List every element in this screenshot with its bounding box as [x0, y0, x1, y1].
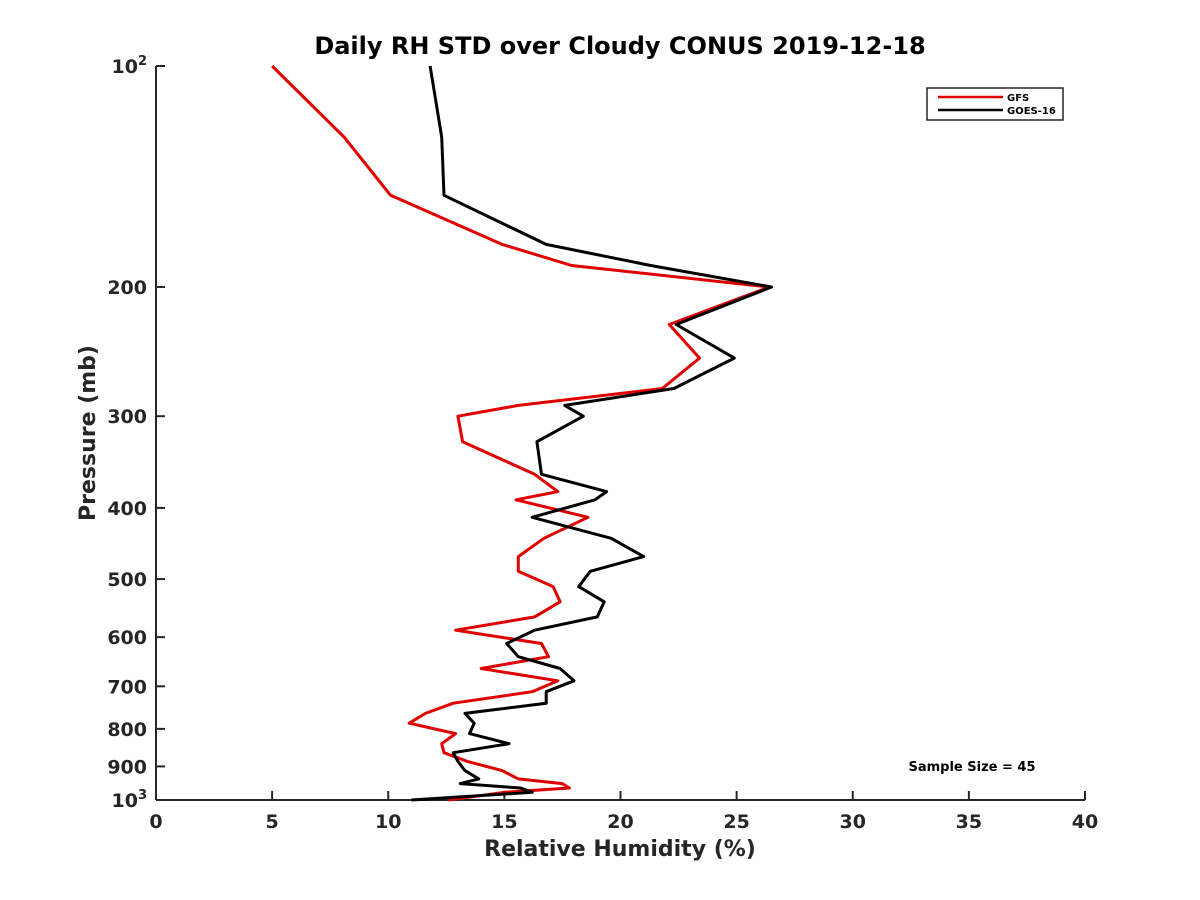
x-tick-label: 10	[375, 811, 401, 833]
x-axis-label: Relative Humidity (%)	[484, 837, 756, 862]
x-tick-label: 20	[607, 811, 633, 833]
y-tick-label: 300	[107, 406, 147, 428]
series-line-goes16	[411, 65, 773, 802]
legend-label-goes16: GOES-16	[1007, 106, 1056, 117]
legend-label-gfs: GFS	[1007, 93, 1029, 104]
y-tick-label: 800	[107, 719, 147, 741]
x-tick-label: 25	[723, 811, 749, 833]
x-tick-label: 35	[956, 811, 982, 833]
y-tick-label: 400	[107, 498, 147, 520]
x-tick-label: 15	[491, 811, 517, 833]
y-tick-label: 900	[107, 756, 147, 778]
series-line-gfs	[271, 64, 771, 802]
x-tick-label: 40	[1072, 811, 1098, 833]
sample-size-annotation: Sample Size = 45	[908, 760, 1035, 775]
x-tick-label: 5	[266, 811, 279, 833]
y-tick-label: 103	[112, 788, 148, 812]
legend-box	[926, 87, 1064, 121]
axes	[155, 66, 1085, 801]
y-tick-label: 700	[107, 676, 147, 698]
y-axis-label: Pressure (mb)	[76, 345, 101, 521]
y-tick-label: 102	[112, 54, 148, 78]
series-layer	[271, 64, 773, 802]
legend: GFS GOES-16	[926, 87, 1064, 121]
y-tick-label: 600	[107, 627, 147, 649]
x-tick-label: 0	[149, 811, 162, 833]
y-ticks: 102 200 300 400 500 600 700 800 900 103	[107, 54, 165, 812]
y-tick-label: 200	[107, 277, 147, 299]
x-tick-label: 30	[840, 811, 866, 833]
chart-title: Daily RH STD over Cloudy CONUS 2019-12-1…	[314, 32, 925, 60]
y-tick-label: 500	[107, 569, 147, 591]
x-ticks: 0 5 10 15 20 25 30 35 40	[149, 791, 1098, 833]
